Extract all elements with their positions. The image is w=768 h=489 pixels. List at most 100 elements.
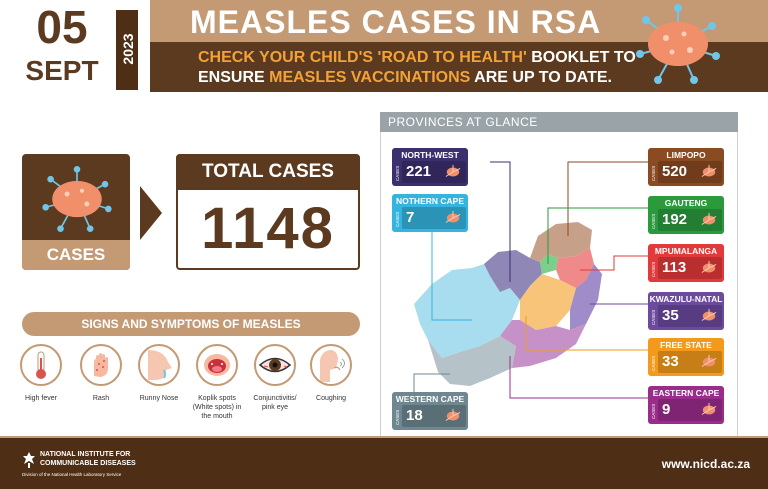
province-side-label: CASES bbox=[395, 165, 400, 181]
coughing-icon bbox=[310, 344, 352, 386]
subtitle-highlight: MEASLES VACCINATIONS bbox=[269, 69, 471, 86]
subtitle-text: BOOKLET TO bbox=[526, 49, 636, 66]
province-value-box bbox=[658, 399, 722, 421]
subtitle-highlight: CHECK YOUR CHILD'S bbox=[198, 49, 378, 66]
province-value-box bbox=[402, 161, 466, 183]
measles-virus-icon bbox=[445, 164, 461, 177]
subtitle-highlight: 'ROAD TO HEALTH' bbox=[377, 49, 527, 66]
province-name: LIMPOPO bbox=[666, 150, 706, 160]
province-value-box bbox=[402, 207, 466, 229]
province-value: 18 bbox=[406, 407, 423, 424]
province-value: 7 bbox=[406, 209, 415, 226]
province-name: EASTERN CAPE bbox=[652, 388, 720, 398]
province-card-western-cape: WESTERN CAPE CASES 18 bbox=[392, 392, 468, 430]
province-name: WESTERN CAPE bbox=[395, 394, 465, 404]
date-day: 05 bbox=[36, 1, 88, 53]
measles-virus-icon bbox=[701, 260, 717, 273]
province-value: 520 bbox=[662, 163, 688, 180]
map-north-west bbox=[484, 250, 542, 300]
province-card-mpumalanga: MPUMALANGA CASES 113 bbox=[648, 244, 724, 282]
symptom-item: Conjunctivitis/ pink eye bbox=[248, 344, 302, 412]
province-value: 113 bbox=[662, 259, 687, 276]
measles-virus-icon bbox=[636, 4, 720, 84]
province-value: 35 bbox=[662, 307, 679, 324]
symptom-item: Coughing bbox=[304, 344, 358, 403]
province-value: 9 bbox=[662, 401, 671, 418]
subtitle-text: ENSURE bbox=[198, 69, 270, 86]
province-name: NOTHERN CAPE bbox=[395, 196, 464, 206]
website-link[interactable]: www.nicd.ac.za bbox=[661, 457, 750, 471]
total-cases-value: 1148 bbox=[201, 196, 335, 261]
measles-virus-icon bbox=[445, 408, 461, 421]
subtitle-line-1: CHECK YOUR CHILD'S 'ROAD TO HEALTH' BOOK… bbox=[198, 48, 636, 68]
subtitle-text: ARE UP TO DATE. bbox=[470, 69, 612, 86]
year-bar bbox=[116, 10, 138, 90]
province-name: FREE STATE bbox=[660, 340, 712, 350]
province-name: GAUTENG bbox=[664, 198, 708, 208]
symptom-label: Runny Nose bbox=[139, 395, 179, 402]
measles-virus-icon bbox=[701, 212, 717, 225]
cases-label-box bbox=[22, 240, 130, 270]
open-mouth-icon bbox=[196, 344, 238, 386]
province-card-kwazulu-natal: KWAZULU-NATAL CASES 35 bbox=[648, 292, 724, 330]
province-name: KWAZULU-NATAL bbox=[649, 294, 723, 304]
province-value-box bbox=[658, 305, 722, 327]
symptom-label: Rash bbox=[92, 395, 110, 402]
symptom-item: Rash bbox=[74, 344, 128, 403]
org-name-line-2: COMMUNICABLE DISEASES bbox=[40, 460, 136, 467]
map-gauteng bbox=[540, 254, 558, 274]
thermometer-icon bbox=[20, 344, 62, 386]
arrow-right-icon bbox=[140, 186, 162, 240]
symptom-item: Runny Nose bbox=[132, 344, 186, 403]
footer bbox=[0, 438, 768, 489]
map-eastern-cape bbox=[500, 320, 586, 368]
province-value-box bbox=[402, 405, 466, 427]
subtitle-line-2: ENSURE MEASLES VACCINATIONS ARE UP TO DA… bbox=[198, 68, 612, 88]
provinces-header bbox=[380, 112, 738, 132]
nicd-logo-icon bbox=[23, 452, 35, 468]
symptom-item: High fever bbox=[14, 344, 68, 403]
province-value: 221 bbox=[406, 163, 432, 180]
footer-divider bbox=[0, 436, 768, 438]
rash-hand-icon bbox=[80, 344, 122, 386]
symptom-label: Koplik spots (White spots) in the mouth bbox=[192, 395, 242, 420]
province-card-eastern-cape: EASTERN CAPE CASES 9 bbox=[648, 386, 724, 424]
map-northern-cape bbox=[414, 264, 520, 358]
total-cases-header bbox=[176, 154, 360, 190]
symptoms-bar bbox=[22, 312, 360, 336]
province-value-box bbox=[658, 209, 722, 231]
map-kwazulu-natal bbox=[570, 264, 602, 330]
province-side-label: CASES bbox=[395, 409, 400, 425]
province-card-north-west: NORTH-WEST CASES 221 bbox=[392, 148, 468, 186]
measles-virus-icon bbox=[445, 210, 461, 223]
year-label: 2023 bbox=[120, 33, 136, 65]
page-title: MEASLES CASES IN RSA bbox=[190, 4, 602, 40]
province-side-label: CASES bbox=[651, 213, 656, 229]
province-name: NORTH-WEST bbox=[401, 150, 459, 160]
province-side-label: CASES bbox=[651, 309, 656, 325]
map-mpumalanga bbox=[556, 248, 594, 288]
province-name: MPUMALANGA bbox=[654, 246, 718, 256]
province-value-box bbox=[658, 161, 722, 183]
province-value-box bbox=[658, 351, 722, 373]
province-card-northern-cape: NOTHERN CAPE CASES 7 bbox=[392, 194, 468, 232]
province-value: 33 bbox=[662, 353, 679, 370]
south-africa-map bbox=[413, 161, 648, 400]
province-card-limpopo: LIMPOPO CASES 520 bbox=[648, 148, 724, 186]
province-side-label: CASES bbox=[395, 211, 400, 227]
pink-eye-icon bbox=[254, 344, 296, 386]
province-value-box bbox=[658, 257, 722, 279]
measles-virus-icon bbox=[701, 402, 717, 415]
measles-virus-icon bbox=[701, 354, 717, 367]
map-free-state bbox=[520, 274, 576, 330]
province-card-gauteng: GAUTENG CASES 192 bbox=[648, 196, 724, 234]
province-side-label: CASES bbox=[651, 261, 656, 277]
date-month: SEPT bbox=[25, 55, 99, 86]
runny-nose-icon bbox=[138, 344, 180, 386]
province-card-free-state: FREE STATE CASES 33 bbox=[648, 338, 724, 376]
measles-virus-icon bbox=[701, 308, 717, 321]
total-cases-title: TOTAL CASES bbox=[202, 161, 334, 182]
province-side-label: CASES bbox=[651, 403, 656, 419]
map-limpopo bbox=[530, 222, 592, 262]
symptoms-title: SIGNS AND SYMPTOMS OF MEASLES bbox=[81, 317, 301, 331]
